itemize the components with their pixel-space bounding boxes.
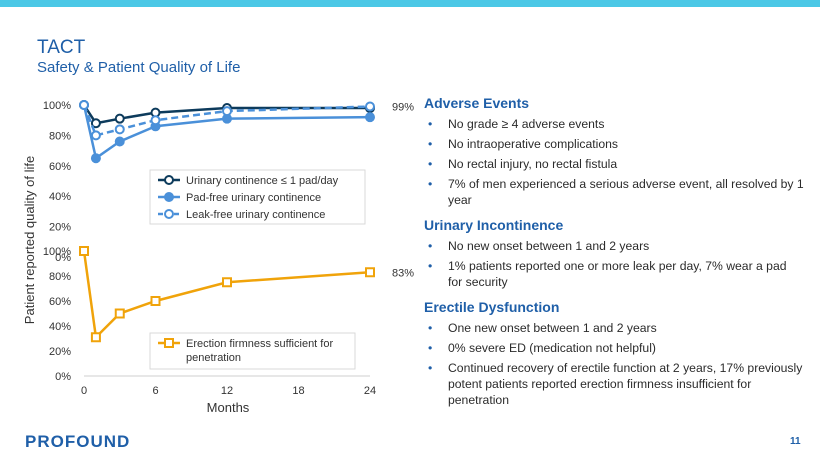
data-point <box>90 118 101 129</box>
series-line <box>82 104 371 161</box>
data-point <box>79 100 89 110</box>
page-title: TACT <box>37 37 86 58</box>
x-tick-label: 0 <box>81 385 87 397</box>
y-tick-label: 0% <box>55 252 71 264</box>
legend-marker <box>164 209 174 219</box>
x-tick-label: 6 <box>152 385 158 397</box>
y-tick-label: 60% <box>49 161 71 173</box>
data-point <box>365 267 375 278</box>
section-heading: Adverse Events <box>424 95 530 111</box>
bullet-item: 0% severe ED (medication not helpful) <box>424 340 804 356</box>
y-axis-title: Patient reported quality of life <box>22 156 37 324</box>
data-point <box>90 130 101 141</box>
section-urinary-incontinence: Urinary Incontinence No new onset betwee… <box>424 217 804 290</box>
data-point <box>114 124 125 135</box>
findings-panel: Adverse Events No grade ≥ 4 adverse even… <box>424 95 804 417</box>
legend-label: Pad-free urinary continence <box>186 192 321 204</box>
data-point <box>150 296 161 306</box>
legend-box <box>149 332 356 370</box>
legend-box <box>149 169 366 225</box>
bullet-item: 1% patients reported one or more leak pe… <box>424 258 804 290</box>
legend-marker <box>164 192 174 202</box>
x-tick-label: 12 <box>221 385 233 397</box>
x-axis-title: Months <box>207 400 250 415</box>
y-tick-label: 40% <box>49 191 71 203</box>
bullet-item: No rectal injury, no rectal fistula <box>424 156 804 172</box>
data-point <box>222 106 232 117</box>
section-heading: Erectile Dysfunction <box>424 299 560 315</box>
y-tick-label: 100% <box>43 246 71 258</box>
profound-logo: PROFOUND <box>25 432 131 451</box>
x-tick-label: 24 <box>364 385 376 397</box>
data-point <box>90 332 101 343</box>
bullet-item: No grade ≥ 4 adverse events <box>424 116 804 132</box>
series-line <box>82 250 371 340</box>
y-tick-label: 60% <box>49 296 71 308</box>
y-tick-label: 100% <box>43 100 71 112</box>
data-point <box>79 246 89 256</box>
x-tick-label: 18 <box>292 385 304 397</box>
data-point <box>114 113 125 124</box>
legend-label: Urinary continence ≤ 1 pad/day <box>186 175 339 187</box>
section-adverse-events: Adverse Events No grade ≥ 4 adverse even… <box>424 95 804 208</box>
legend-label: Erection firmness sufficient for penetra… <box>186 338 336 364</box>
top-accent-bar <box>0 0 820 7</box>
bullet-item: One new onset between 1 and 2 years <box>424 320 804 336</box>
data-point <box>365 101 375 112</box>
data-point <box>90 153 101 164</box>
legend-marker <box>164 175 174 185</box>
series-line <box>82 104 371 137</box>
bullet-item: No new onset between 1 and 2 years <box>424 238 804 254</box>
data-point <box>150 115 161 126</box>
page-subtitle: Safety & Patient Quality of Life <box>37 59 241 76</box>
bullet-item: Continued recovery of erectile function … <box>424 360 804 408</box>
y-tick-label: 20% <box>49 346 71 358</box>
data-label: 83% <box>392 267 414 279</box>
legend-label: Leak-free urinary continence <box>186 209 325 221</box>
data-point <box>365 112 375 123</box>
y-tick-label: 80% <box>49 271 71 283</box>
data-point <box>114 308 125 319</box>
y-tick-label: 20% <box>49 222 71 234</box>
bullet-item: No intraoperative complications <box>424 136 804 152</box>
y-tick-label: 40% <box>49 321 71 333</box>
data-label: 99% <box>392 102 414 114</box>
section-erectile-dysfunction: Erectile Dysfunction One new onset betwe… <box>424 299 804 408</box>
page-number: 11 <box>790 436 801 447</box>
bullet-item: 7% of men experienced a serious adverse … <box>424 176 804 208</box>
y-tick-label: 0% <box>55 371 71 383</box>
data-point <box>222 277 232 288</box>
y-tick-label: 80% <box>49 130 71 142</box>
legend-marker <box>164 338 174 348</box>
data-point <box>114 136 125 147</box>
section-heading: Urinary Incontinence <box>424 217 564 233</box>
